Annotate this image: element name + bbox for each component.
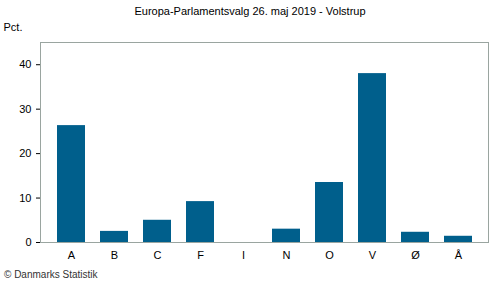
svg-text:Pct.: Pct. [4, 21, 23, 33]
svg-text:A: A [68, 249, 76, 261]
svg-text:V: V [369, 249, 377, 261]
svg-text:20: 20 [19, 147, 31, 159]
svg-text:30: 30 [19, 103, 31, 115]
svg-text:F: F [197, 249, 204, 261]
svg-text:C: C [154, 249, 162, 261]
svg-text:O: O [325, 249, 334, 261]
svg-text:40: 40 [19, 58, 31, 70]
svg-text:B: B [111, 249, 118, 261]
html-text:© Danmarks Statistik: © Danmarks Statistik [4, 269, 98, 280]
svg-text:0: 0 [25, 236, 31, 248]
svg-text:N: N [283, 249, 291, 261]
html-text:Europa-Parlamentsvalg 26. maj: Europa-Parlamentsvalg 26. maj 2019 - Vol… [134, 5, 366, 17]
svg-text:10: 10 [19, 192, 31, 204]
svg-text:I: I [242, 249, 245, 261]
svg-text:Ø: Ø [411, 249, 420, 261]
svg-text:Å: Å [455, 249, 463, 261]
